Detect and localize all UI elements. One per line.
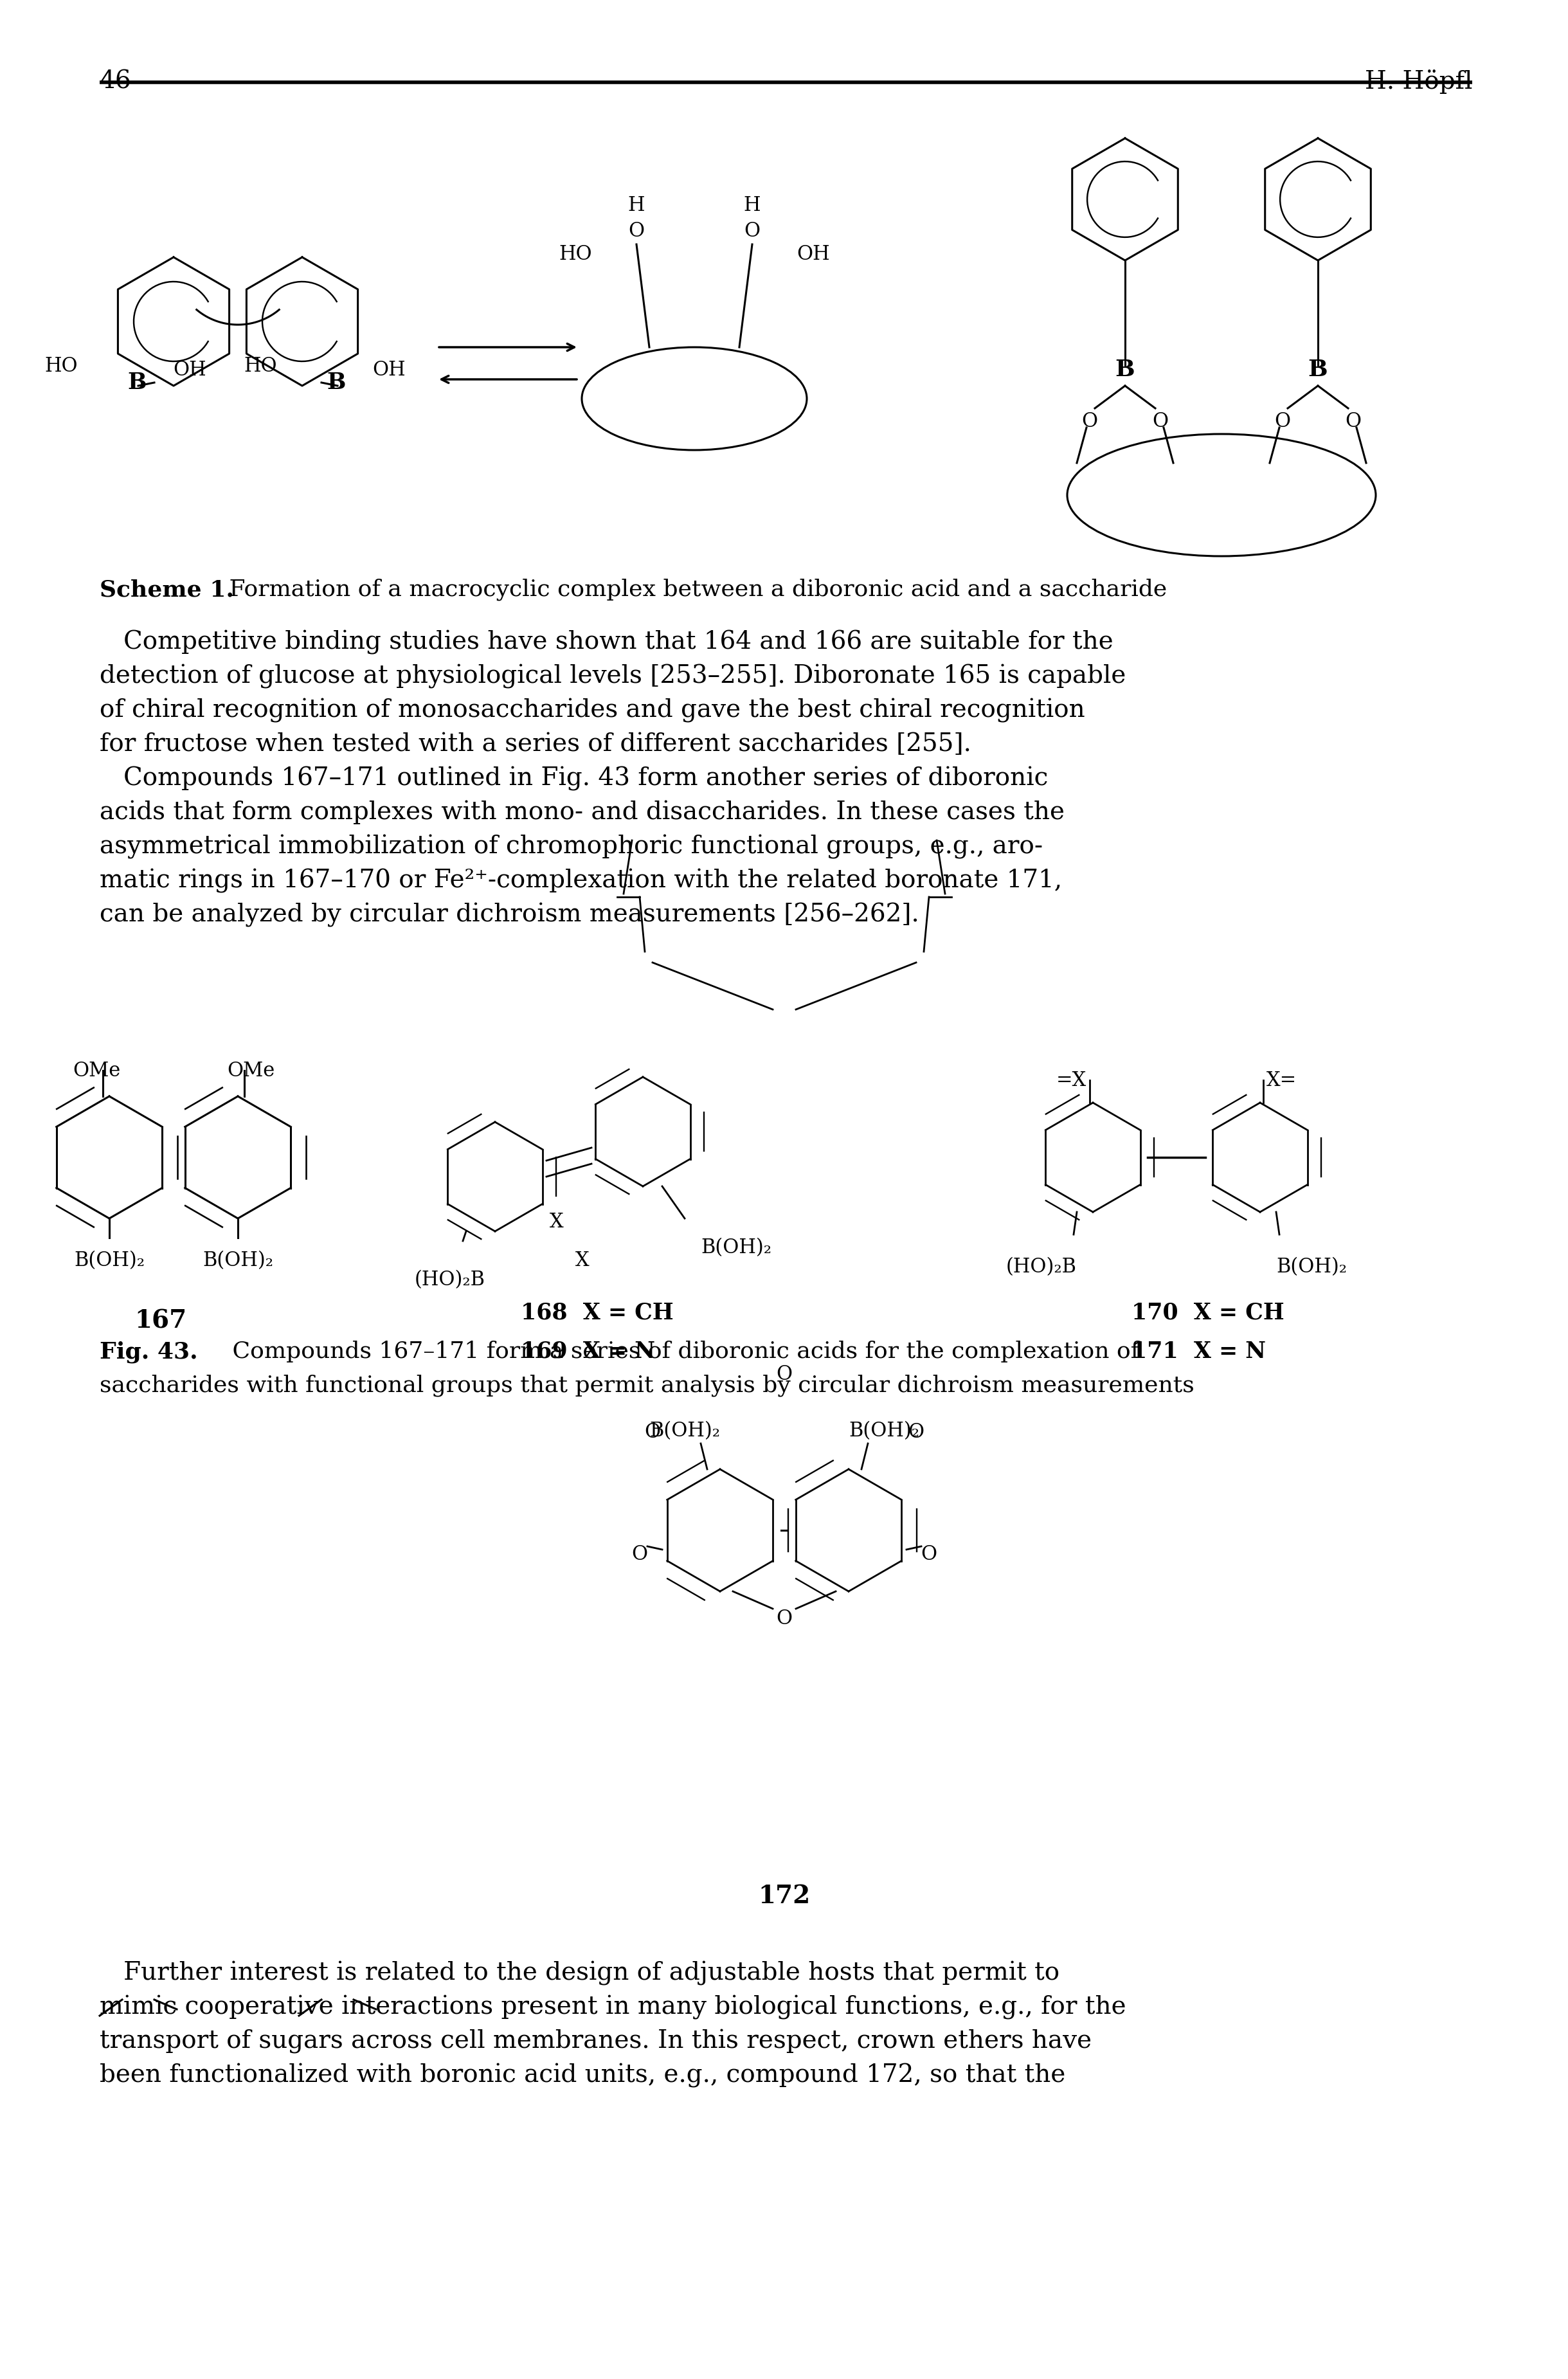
Text: O: O: [776, 1363, 792, 1385]
Text: 167: 167: [135, 1308, 187, 1332]
Text: OH: OH: [797, 245, 829, 264]
Text: saccharides with functional groups that permit analysis by circular dichroism me: saccharides with functional groups that …: [100, 1375, 1195, 1396]
Text: H: H: [743, 195, 760, 216]
Text: Formation of a macrocyclic complex between a diboronic acid and a saccharide: Formation of a macrocyclic complex betwe…: [221, 578, 1167, 602]
Text: of chiral recognition of monosaccharides and gave the best chiral recognition: of chiral recognition of monosaccharides…: [100, 699, 1085, 723]
Text: for fructose when tested with a series of different saccharides [255].: for fructose when tested with a series o…: [100, 733, 971, 757]
Text: 170  X = CH: 170 X = CH: [1132, 1301, 1284, 1323]
Text: 46: 46: [100, 69, 132, 93]
Text: H. Höpfl: H. Höpfl: [1364, 69, 1472, 93]
Text: Further interest is related to the design of adjustable hosts that permit to: Further interest is related to the desig…: [100, 1960, 1060, 1986]
Text: O: O: [1275, 412, 1290, 431]
Text: OH: OH: [372, 359, 406, 381]
Text: 171  X = N: 171 X = N: [1132, 1342, 1265, 1363]
Text: can be analyzed by circular dichroism measurements [256–262].: can be analyzed by circular dichroism me…: [100, 902, 919, 928]
Text: matic rings in 167–170 or Fe²⁺-complexation with the related boronate 171,: matic rings in 167–170 or Fe²⁺-complexat…: [100, 868, 1062, 892]
Text: O: O: [776, 1608, 792, 1627]
Text: Competitive binding studies have shown that 164 and 166 are suitable for the: Competitive binding studies have shown t…: [100, 630, 1113, 654]
Text: B(OH)₂: B(OH)₂: [649, 1420, 720, 1442]
Text: HO: HO: [558, 245, 593, 264]
Text: mimic cooperative interactions present in many biological functions, e.g., for t: mimic cooperative interactions present i…: [100, 1996, 1126, 2020]
Text: OMe: OMe: [72, 1061, 121, 1080]
Text: O: O: [745, 221, 760, 240]
Text: B: B: [1115, 359, 1135, 381]
Text: B: B: [1308, 359, 1328, 381]
Text: 169  X = N: 169 X = N: [521, 1342, 655, 1363]
Text: asymmetrical immobilization of chromophoric functional groups, e.g., aro-: asymmetrical immobilization of chromopho…: [100, 835, 1043, 859]
Text: X=: X=: [1267, 1071, 1297, 1090]
Text: B: B: [326, 371, 345, 393]
Text: HO: HO: [44, 357, 78, 376]
Text: B(OH)₂: B(OH)₂: [202, 1251, 273, 1270]
Text: 168  X = CH: 168 X = CH: [521, 1301, 674, 1323]
Text: detection of glucose at physiological levels [253–255]. Diboronate 165 is capabl: detection of glucose at physiological le…: [100, 664, 1126, 688]
Text: B: B: [127, 371, 146, 393]
Text: O: O: [1082, 412, 1098, 431]
Text: O: O: [1345, 412, 1361, 431]
Text: transport of sugars across cell membranes. In this respect, crown ethers have: transport of sugars across cell membrane…: [100, 2029, 1091, 2053]
Text: Compounds 167–171 form a series of diboronic acids for the complexation of: Compounds 167–171 form a series of dibor…: [226, 1342, 1140, 1363]
Text: B(OH)₂: B(OH)₂: [1276, 1256, 1347, 1278]
Text: X: X: [575, 1251, 590, 1270]
Text: B(OH)₂: B(OH)₂: [74, 1251, 144, 1270]
Text: been functionalized with boronic acid units, e.g., compound 172, so that the: been functionalized with boronic acid un…: [100, 2063, 1066, 2089]
Text: 172: 172: [759, 1884, 811, 1908]
Text: H: H: [627, 195, 644, 216]
Text: O: O: [629, 221, 644, 240]
Text: O: O: [644, 1423, 660, 1442]
Text: HO: HO: [243, 357, 278, 376]
Text: Scheme 1.: Scheme 1.: [100, 578, 234, 600]
Text: Compounds 167–171 outlined in Fig. 43 form another series of diboronic: Compounds 167–171 outlined in Fig. 43 fo…: [100, 766, 1047, 790]
Text: acids that form complexes with mono- and disaccharides. In these cases the: acids that form complexes with mono- and…: [100, 799, 1065, 826]
Text: O: O: [908, 1423, 924, 1442]
Text: O: O: [1152, 412, 1168, 431]
Text: O: O: [920, 1544, 938, 1563]
Text: B(OH)₂: B(OH)₂: [848, 1420, 919, 1442]
Text: B(OH)₂: B(OH)₂: [701, 1237, 771, 1258]
Text: (HO)₂B: (HO)₂B: [414, 1270, 486, 1289]
Text: OMe: OMe: [227, 1061, 274, 1080]
Text: Fig. 43.: Fig. 43.: [100, 1342, 198, 1363]
Text: (HO)₂B: (HO)₂B: [1007, 1256, 1077, 1278]
Text: O: O: [632, 1544, 648, 1563]
Text: X: X: [550, 1211, 563, 1232]
Text: =X: =X: [1057, 1071, 1087, 1090]
Text: OH: OH: [172, 359, 207, 381]
